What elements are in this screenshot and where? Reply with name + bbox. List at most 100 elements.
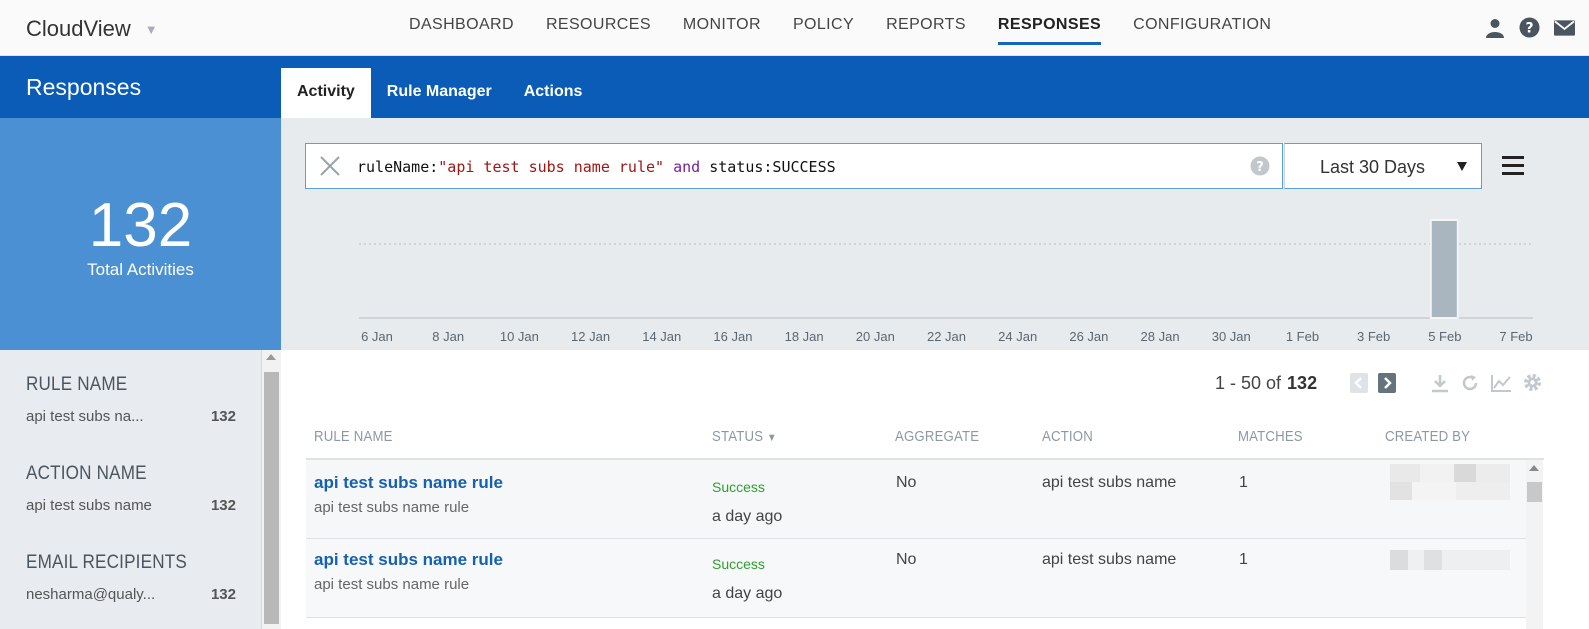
- chart-x-tick-label: 3 Feb: [1357, 329, 1390, 344]
- chart-x-tick-label: 24 Jan: [998, 329, 1037, 344]
- table-scrollbar[interactable]: [1526, 460, 1543, 629]
- top-navbar: CloudView ▼ DASHBOARD RESOURCES MONITOR …: [0, 0, 1589, 56]
- chart-x-tick-label: 12 Jan: [571, 329, 610, 344]
- hamburger-menu-icon[interactable]: [1502, 156, 1524, 176]
- line-chart-icon[interactable]: [1490, 373, 1512, 398]
- query-field: ruleName:: [357, 158, 439, 176]
- table-row[interactable]: [306, 460, 1528, 538]
- nav-resources[interactable]: RESOURCES: [545, 16, 651, 33]
- status-badge: Success: [712, 556, 765, 572]
- next-page-icon[interactable]: [1378, 372, 1396, 398]
- app-switcher[interactable]: CloudView ▼: [26, 16, 158, 42]
- total-activities-label: Total Activities: [87, 260, 194, 279]
- facet-item[interactable]: api test subs name 132: [26, 497, 236, 514]
- query-operator: and: [673, 158, 701, 176]
- facet-item-count: 132: [210, 586, 236, 603]
- scrollbar-thumb[interactable]: [1527, 482, 1542, 502]
- table-row[interactable]: [306, 539, 1528, 617]
- help-icon[interactable]: ?: [1519, 17, 1540, 38]
- column-header-aggregate[interactable]: AGGREGATE: [895, 428, 980, 445]
- settings-gear-icon[interactable]: [1522, 372, 1543, 398]
- nav-policy[interactable]: POLICY: [792, 16, 855, 33]
- section-tabs: Activity Rule Manager Actions: [281, 68, 598, 118]
- action-value: api test subs name: [1042, 551, 1177, 568]
- facet-item-value: nesharma@qualy...: [26, 586, 156, 603]
- chart-x-tick-label: 28 Jan: [1141, 329, 1180, 344]
- chart-x-tick-label: 7 Feb: [1499, 329, 1532, 344]
- column-header-created-by[interactable]: CREATED BY: [1385, 428, 1471, 445]
- facet-item-value: api test subs na...: [26, 408, 144, 425]
- nav-reports[interactable]: REPORTS: [886, 16, 966, 33]
- search-box[interactable]: ruleName:"api test subs name rule" and s…: [305, 143, 1283, 189]
- facet-title: RULE NAME: [26, 374, 128, 395]
- rule-name-subtitle: api test subs name rule: [314, 576, 470, 593]
- chart-x-tick-label: 16 Jan: [713, 329, 752, 344]
- sort-desc-icon[interactable]: ▼: [767, 432, 777, 444]
- search-query[interactable]: ruleName:"api test subs name rule" and s…: [357, 158, 836, 176]
- column-header-rule-name[interactable]: RULE NAME: [314, 428, 393, 445]
- scroll-up-icon[interactable]: [266, 354, 276, 360]
- chart-x-tick-label: 26 Jan: [1069, 329, 1108, 344]
- facet-item-count: 132: [210, 497, 236, 514]
- section-title: Responses: [26, 74, 142, 100]
- rule-name-link[interactable]: api test subs name rule: [314, 473, 503, 492]
- column-header-matches[interactable]: MATCHES: [1238, 428, 1303, 445]
- total-activities-card: 132 Total Activities: [0, 118, 281, 350]
- main-nav: DASHBOARD RESOURCES MONITOR POLICY REPOR…: [409, 0, 1271, 56]
- pagination-range: 1 - 50 of: [1215, 373, 1282, 393]
- date-range-select[interactable]: Last 30 Days: [1284, 143, 1482, 189]
- column-header-status[interactable]: STATUS ▼: [712, 428, 777, 445]
- chart-x-tick-label: 6 Jan: [361, 329, 393, 344]
- user-icon[interactable]: [1484, 17, 1505, 38]
- pagination-info: 1 - 50 of 132: [1215, 373, 1317, 394]
- facet-item[interactable]: nesharma@qualy... 132: [26, 586, 236, 603]
- facet-scrollbar[interactable]: [262, 350, 281, 629]
- chart-x-tick-label: 20 Jan: [856, 329, 895, 344]
- facet-panel: RULE NAME api test subs na... 132 ACTION…: [0, 350, 262, 629]
- chart-x-tick-label: 5 Feb: [1428, 329, 1461, 344]
- matches-value: 1: [1239, 551, 1248, 568]
- mail-icon[interactable]: [1554, 17, 1575, 38]
- chart-x-tick-label: 18 Jan: [785, 329, 824, 344]
- row-divider: [306, 617, 1528, 618]
- chart-x-tick-label: 14 Jan: [642, 329, 681, 344]
- matches-value: 1: [1239, 474, 1248, 491]
- nav-dashboard[interactable]: DASHBOARD: [409, 16, 514, 33]
- status-time: a day ago: [712, 585, 783, 602]
- chart-bar[interactable]: [1429, 219, 1459, 319]
- facet-title: ACTION NAME: [26, 463, 147, 484]
- status-badge: Success: [712, 479, 765, 495]
- query-field: status:SUCCESS: [709, 158, 836, 176]
- svg-text:?: ?: [1256, 160, 1264, 175]
- clear-search-icon[interactable]: [319, 155, 341, 182]
- facet-item-value: api test subs name: [26, 497, 152, 514]
- tab-rule-manager[interactable]: Rule Manager: [386, 83, 492, 100]
- search-help-icon[interactable]: ?: [1250, 156, 1270, 181]
- chevron-down-icon[interactable]: ▼: [144, 21, 158, 37]
- tab-actions[interactable]: Actions: [523, 83, 583, 100]
- chart-x-tick-label: 22 Jan: [927, 329, 966, 344]
- scroll-up-icon[interactable]: [1529, 465, 1539, 471]
- scrollbar-thumb[interactable]: [264, 372, 279, 624]
- download-icon[interactable]: [1430, 373, 1450, 398]
- prev-page-icon[interactable]: [1350, 372, 1368, 398]
- facet-email-recipients: EMAIL RECIPIENTS nesharma@qualy... 132: [26, 552, 236, 603]
- facet-item-count: 132: [210, 408, 236, 425]
- chart-x-tick-label: 10 Jan: [500, 329, 539, 344]
- nav-monitor[interactable]: MONITOR: [682, 16, 761, 33]
- activity-bar-chart: 6 Jan 8 Jan 10 Jan 12 Jan 14 Jan 16 Jan 18 Jan…: [359, 219, 1533, 344]
- chart-x-tick-label: 30 Jan: [1212, 329, 1251, 344]
- column-header-action[interactable]: ACTION: [1042, 428, 1093, 445]
- table-header-divider: [306, 458, 1544, 460]
- dropdown-arrow-icon: [1457, 162, 1467, 171]
- row-divider: [306, 538, 1528, 539]
- facet-rule-name: RULE NAME api test subs na... 132: [26, 374, 236, 425]
- rule-name-link[interactable]: api test subs name rule: [314, 550, 503, 569]
- refresh-icon[interactable]: [1460, 373, 1480, 398]
- nav-configuration[interactable]: CONFIGURATION: [1133, 16, 1272, 33]
- tab-activity[interactable]: Activity: [281, 68, 371, 118]
- aggregate-value: No: [896, 551, 917, 568]
- facet-item[interactable]: api test subs na... 132: [26, 408, 236, 425]
- chart-x-tick-label: 1 Feb: [1286, 329, 1319, 344]
- nav-responses[interactable]: RESPONSES: [997, 0, 1102, 56]
